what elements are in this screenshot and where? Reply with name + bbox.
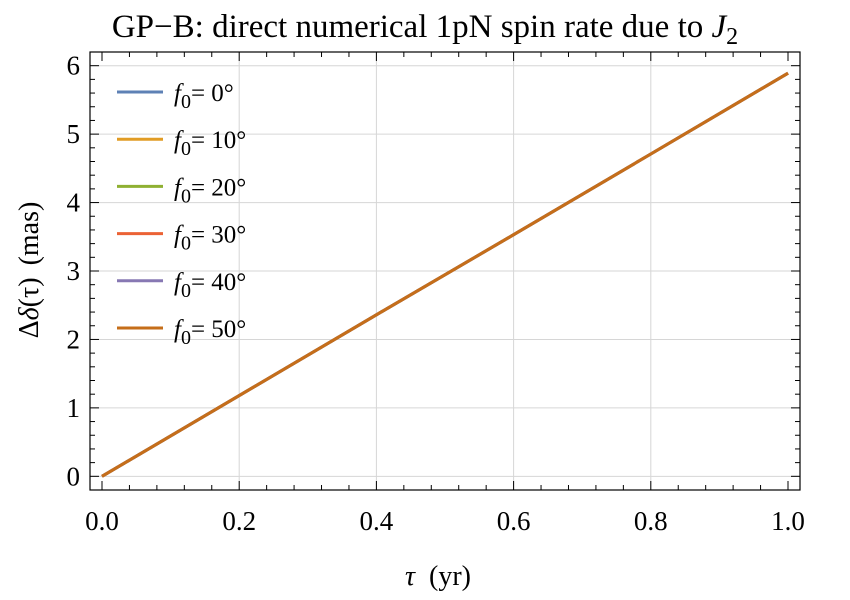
chart-title: GP−B: direct numerical 1pN spin rate due… — [112, 9, 738, 50]
x-axis-label-var: τ — [405, 561, 416, 592]
y-tick-label: 5 — [67, 119, 81, 149]
legend-label-4: f0= 40° — [174, 269, 246, 302]
y-axis-label-arg: (τ) — [14, 277, 45, 307]
y-tick-label: 0 — [67, 461, 81, 491]
x-tick-label: 1.0 — [771, 506, 805, 536]
y-axis-label-unit: (mas) — [14, 202, 45, 266]
y-axis-label-delta: Δ — [14, 320, 45, 338]
legend-label-5: f0= 50° — [174, 316, 246, 349]
y-tick-label: 2 — [67, 324, 81, 354]
chart-title-sub: 2 — [726, 24, 738, 50]
x-tick-label: 0.6 — [497, 506, 531, 536]
legend-label-0: f0= 0° — [174, 80, 234, 113]
x-tick-label: 0.8 — [634, 506, 668, 536]
legend-label-3: f0= 30° — [174, 222, 246, 255]
legend-label-2: f0= 20° — [174, 174, 246, 207]
x-axis-label: τ (yr) — [405, 561, 471, 592]
series-line-5 — [101, 71, 789, 478]
chart-title-text: GP−B: direct numerical 1pN spin rate due… — [112, 9, 712, 45]
x-axis-label-unit: (yr) — [429, 561, 471, 592]
x-tick-label: 0.2 — [222, 506, 256, 536]
chart-title-var: J — [711, 9, 727, 45]
y-tick-label: 4 — [67, 188, 81, 218]
axis-ticks: 0.0 0.2 0.4 0.6 0.8 1.0 0 1 2 3 4 5 6 — [67, 51, 805, 536]
legend-label-1: f0= 10° — [174, 127, 246, 160]
y-tick-label: 6 — [67, 51, 81, 81]
series-lines — [101, 71, 789, 478]
x-tick-label: 0.4 — [360, 506, 394, 536]
x-tick-label: 0.0 — [85, 506, 119, 536]
y-axis-label-var: δ — [14, 306, 45, 320]
y-tick-label: 3 — [67, 256, 81, 286]
legend: f0= 0° f0= 10° f0= 20° f0= 30° f0= 40° f0= 50… — [117, 80, 246, 349]
y-tick-label: 1 — [67, 393, 81, 423]
y-axis-label: Δδ(τ) (mas) — [14, 202, 45, 339]
